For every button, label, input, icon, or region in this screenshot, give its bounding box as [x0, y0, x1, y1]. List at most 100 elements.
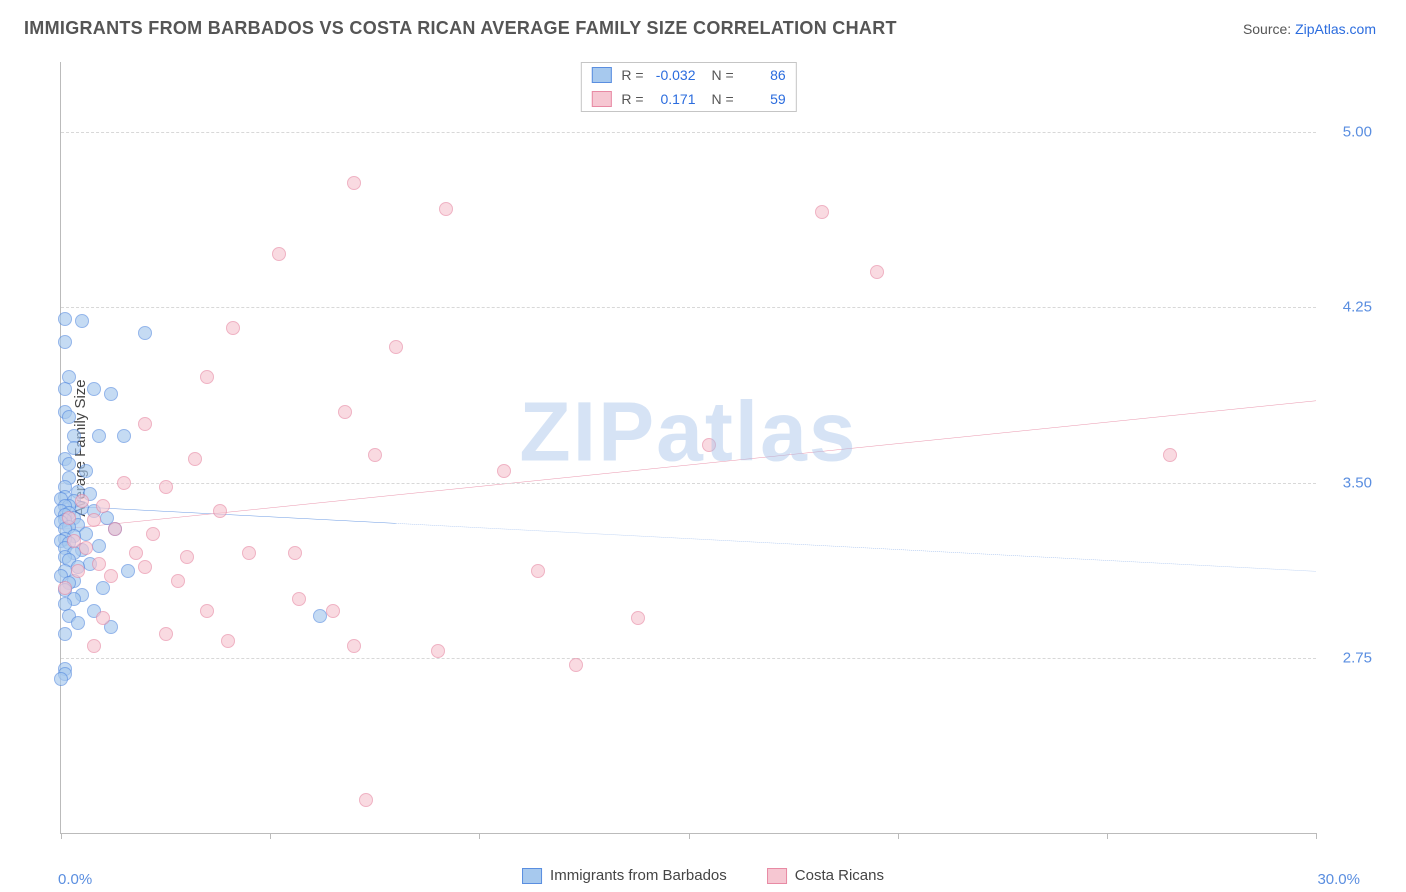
trend-line-solid: [61, 401, 1316, 530]
y-tick-label: 4.25: [1343, 299, 1372, 316]
header: IMMIGRANTS FROM BARBADOS VS COSTA RICAN …: [0, 0, 1406, 39]
n-value: 86: [740, 67, 786, 83]
data-point: [569, 658, 583, 672]
data-point: [104, 569, 118, 583]
n-label: N =: [712, 91, 734, 107]
data-point: [96, 611, 110, 625]
data-point: [92, 557, 106, 571]
x-tick-mark: [61, 833, 62, 839]
series-legend: Immigrants from Barbados Costa Ricans: [522, 867, 884, 884]
data-point: [75, 494, 89, 508]
data-point: [159, 627, 173, 641]
data-point: [117, 429, 131, 443]
data-point: [92, 429, 106, 443]
x-axis-min-label: 0.0%: [58, 871, 92, 888]
x-tick-mark: [898, 833, 899, 839]
data-point: [58, 335, 72, 349]
n-value: 59: [740, 91, 786, 107]
data-point: [272, 247, 286, 261]
data-point: [870, 265, 884, 279]
data-point: [62, 511, 76, 525]
chart-area: Average Family Size ZIPatlas R =-0.032N …: [48, 62, 1376, 834]
x-tick-mark: [1316, 833, 1317, 839]
data-point: [58, 312, 72, 326]
x-tick-mark: [689, 833, 690, 839]
source-prefix: Source:: [1243, 21, 1295, 37]
legend-label: Costa Ricans: [795, 867, 884, 884]
data-point: [497, 464, 511, 478]
data-point: [87, 513, 101, 527]
data-point: [117, 476, 131, 490]
data-point: [326, 604, 340, 618]
data-point: [79, 527, 93, 541]
data-point: [79, 464, 93, 478]
data-point: [368, 448, 382, 462]
gridline: [61, 307, 1316, 308]
legend-swatch: [591, 67, 611, 83]
data-point: [180, 550, 194, 564]
data-point: [129, 546, 143, 560]
y-tick-label: 2.75: [1343, 649, 1372, 666]
data-point: [702, 438, 716, 452]
chart-title: IMMIGRANTS FROM BARBADOS VS COSTA RICAN …: [24, 18, 897, 39]
data-point: [108, 522, 122, 536]
data-point: [213, 504, 227, 518]
r-label: R =: [621, 91, 643, 107]
gridline: [61, 132, 1316, 133]
y-tick-label: 5.00: [1343, 124, 1372, 141]
legend-swatch: [767, 868, 787, 884]
correlation-legend-row: R = -0.032 N = 86: [581, 63, 795, 87]
chart-container: IMMIGRANTS FROM BARBADOS VS COSTA RICAN …: [0, 0, 1406, 892]
n-label: N =: [712, 67, 734, 83]
legend-swatch: [522, 868, 542, 884]
data-point: [439, 202, 453, 216]
data-point: [338, 405, 352, 419]
correlation-legend-row: R =0.171N =59: [581, 87, 795, 111]
watermark-text: ZIPatlas: [519, 384, 857, 481]
data-point: [200, 370, 214, 384]
data-point: [138, 326, 152, 340]
data-point: [104, 387, 118, 401]
data-point: [1163, 448, 1177, 462]
x-tick-mark: [270, 833, 271, 839]
data-point: [288, 546, 302, 560]
data-point: [58, 382, 72, 396]
data-point: [359, 793, 373, 807]
data-point: [62, 457, 76, 471]
data-point: [221, 634, 235, 648]
data-point: [292, 592, 306, 606]
source-link[interactable]: ZipAtlas.com: [1295, 21, 1376, 37]
r-value: -0.032: [650, 67, 696, 83]
gridline: [61, 658, 1316, 659]
data-point: [347, 639, 361, 653]
legend-label: Immigrants from Barbados: [550, 867, 727, 884]
data-point: [146, 527, 160, 541]
legend-swatch: [591, 91, 611, 107]
data-point: [87, 382, 101, 396]
data-point: [62, 410, 76, 424]
data-point: [87, 639, 101, 653]
data-point: [159, 480, 173, 494]
r-label: R =: [621, 67, 643, 83]
data-point: [71, 564, 85, 578]
data-point: [226, 321, 240, 335]
data-point: [96, 499, 110, 513]
data-point: [138, 560, 152, 574]
data-point: [347, 176, 361, 190]
data-point: [389, 340, 403, 354]
gridline: [61, 483, 1316, 484]
legend-item: Costa Ricans: [767, 867, 884, 884]
data-point: [431, 644, 445, 658]
data-point: [531, 564, 545, 578]
trend-lines-layer: [61, 62, 1316, 833]
data-point: [58, 581, 72, 595]
data-point: [79, 541, 93, 555]
data-point: [71, 616, 85, 630]
data-point: [121, 564, 135, 578]
data-point: [815, 205, 829, 219]
legend-item: Immigrants from Barbados: [522, 867, 727, 884]
plot-area: ZIPatlas R =-0.032N =86R =0.171N =59 5.0…: [60, 62, 1316, 834]
data-point: [96, 581, 110, 595]
data-point: [200, 604, 214, 618]
data-point: [242, 546, 256, 560]
